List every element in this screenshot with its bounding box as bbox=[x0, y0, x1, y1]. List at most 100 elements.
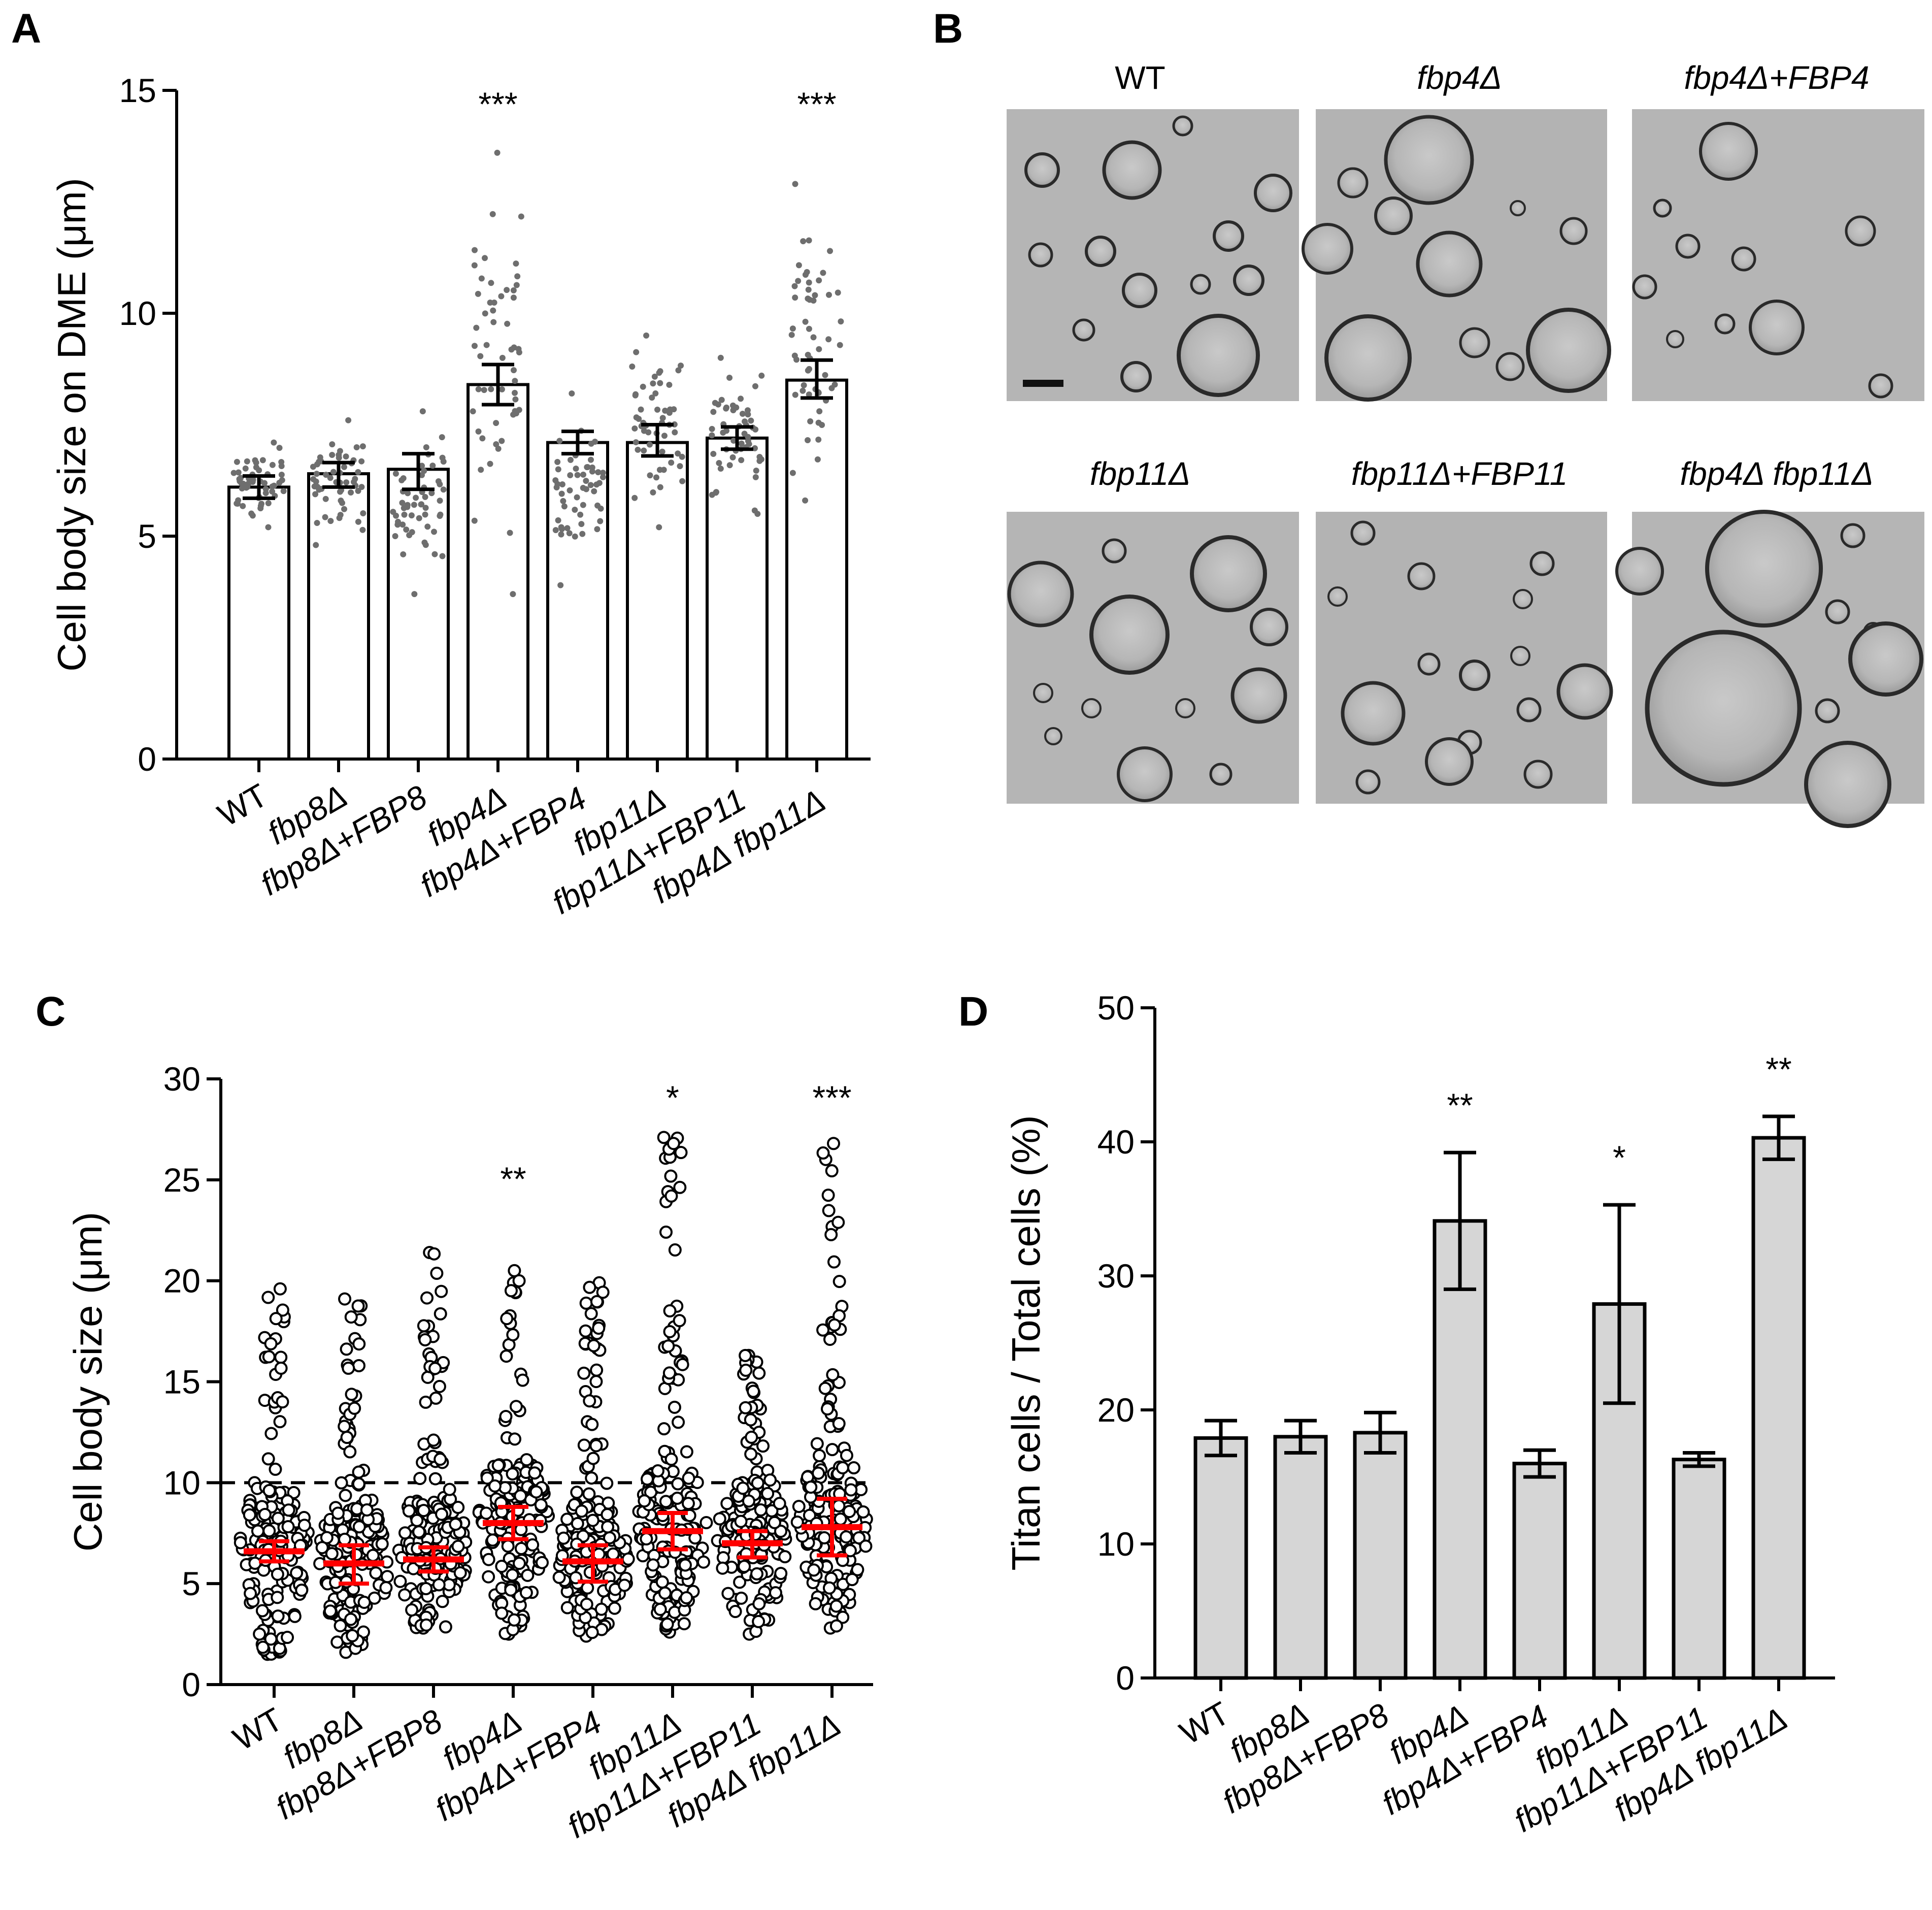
data-point bbox=[661, 1339, 675, 1353]
data-point bbox=[754, 1503, 768, 1517]
data-point bbox=[744, 1413, 757, 1427]
data-point bbox=[824, 1228, 838, 1241]
data-point bbox=[528, 1466, 542, 1480]
data-point bbox=[495, 1560, 509, 1573]
data-point bbox=[567, 487, 573, 493]
data-point bbox=[819, 421, 825, 428]
panel-label-d: D bbox=[958, 989, 988, 1035]
data-point bbox=[288, 1609, 302, 1623]
data-point bbox=[816, 1323, 830, 1337]
data-point bbox=[490, 307, 496, 314]
data-point bbox=[313, 471, 320, 477]
data-point bbox=[278, 459, 285, 466]
data-point bbox=[836, 1461, 849, 1474]
data-point bbox=[473, 324, 480, 331]
data-point bbox=[408, 512, 415, 519]
data-point bbox=[826, 1368, 840, 1381]
data-point bbox=[709, 491, 715, 498]
data-point bbox=[269, 1312, 283, 1326]
data-point bbox=[435, 1285, 448, 1298]
data-point bbox=[552, 1570, 566, 1584]
data-point bbox=[355, 487, 361, 494]
data-point bbox=[742, 1494, 755, 1508]
data-point bbox=[812, 1466, 825, 1480]
data-point bbox=[756, 453, 763, 460]
data-point bbox=[674, 1146, 688, 1160]
data-point bbox=[738, 1560, 751, 1573]
bar-fbp4d bbox=[467, 383, 529, 761]
data-point bbox=[601, 1520, 615, 1534]
data-point bbox=[735, 1591, 748, 1605]
data-point bbox=[375, 1537, 389, 1551]
data-point bbox=[428, 1472, 442, 1486]
data-point bbox=[344, 1612, 358, 1626]
data-point bbox=[322, 514, 328, 520]
data-point bbox=[569, 390, 575, 397]
data-point bbox=[512, 1557, 526, 1570]
data-point bbox=[596, 1286, 610, 1299]
data-point bbox=[802, 318, 809, 325]
data-point bbox=[567, 456, 574, 463]
data-point bbox=[823, 1332, 837, 1346]
data-point bbox=[278, 472, 285, 478]
data-point bbox=[265, 524, 272, 531]
data-point bbox=[638, 1494, 651, 1508]
data-point bbox=[555, 517, 561, 523]
data-point bbox=[407, 1562, 420, 1575]
data-point bbox=[738, 396, 744, 402]
data-point bbox=[516, 1373, 529, 1387]
data-point bbox=[329, 452, 336, 458]
micrograph-wt bbox=[1007, 109, 1299, 401]
data-point bbox=[807, 1563, 821, 1577]
data-point bbox=[558, 526, 565, 533]
data-point bbox=[336, 454, 342, 461]
data-point bbox=[577, 1366, 591, 1380]
data-point bbox=[844, 1483, 858, 1497]
data-point bbox=[499, 354, 506, 361]
data-point bbox=[580, 484, 586, 491]
data-point bbox=[792, 1500, 806, 1513]
data-point bbox=[432, 1578, 446, 1592]
panel-label-a: A bbox=[11, 6, 41, 52]
data-point bbox=[498, 386, 505, 392]
data-point bbox=[835, 289, 841, 296]
data-point bbox=[511, 367, 517, 374]
data-point bbox=[313, 542, 319, 548]
data-point bbox=[709, 425, 715, 432]
data-point bbox=[261, 1291, 275, 1304]
data-point bbox=[723, 405, 729, 412]
data-point bbox=[488, 386, 494, 392]
data-point bbox=[360, 510, 367, 517]
data-point bbox=[271, 1567, 284, 1581]
data-point bbox=[738, 457, 745, 464]
data-point bbox=[805, 437, 811, 443]
data-point bbox=[650, 380, 656, 387]
data-point bbox=[806, 325, 812, 332]
data-point bbox=[510, 294, 517, 301]
data-point bbox=[509, 1400, 523, 1413]
data-point bbox=[434, 1307, 447, 1321]
data-point bbox=[589, 468, 595, 475]
data-point bbox=[471, 517, 478, 524]
y-tick-label-30: 30 bbox=[1097, 1257, 1135, 1295]
data-point bbox=[513, 282, 520, 288]
data-point bbox=[338, 1292, 352, 1306]
data-point bbox=[422, 493, 428, 500]
data-point bbox=[255, 1604, 269, 1618]
data-point bbox=[439, 434, 445, 441]
data-point bbox=[339, 500, 346, 506]
data-point bbox=[643, 332, 650, 339]
panel-label-c: C bbox=[36, 989, 65, 1035]
data-point bbox=[419, 1618, 433, 1632]
data-point bbox=[493, 420, 499, 426]
significance-marker: *** bbox=[797, 85, 836, 123]
micrograph-label-fbp11-fbp11: fbp11Δ+FBP11 bbox=[1351, 455, 1568, 492]
data-point bbox=[410, 1513, 424, 1527]
data-point bbox=[587, 1339, 601, 1353]
data-point bbox=[825, 1164, 839, 1178]
data-point bbox=[369, 1566, 383, 1580]
data-point bbox=[478, 275, 485, 282]
data-point bbox=[437, 498, 443, 504]
data-point bbox=[633, 349, 640, 355]
